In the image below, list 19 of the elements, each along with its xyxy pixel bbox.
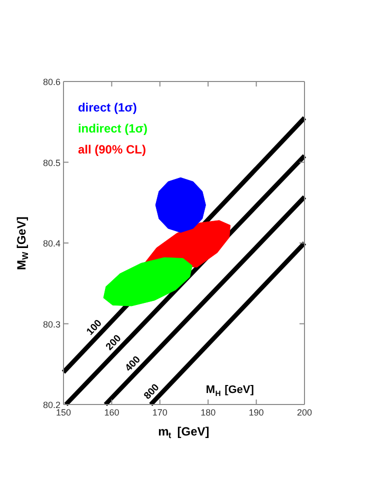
y-tick-label: 80.6 (42, 77, 61, 87)
x-tick-label: 150 (56, 408, 72, 418)
y-tick-label: 80.4 (42, 238, 61, 248)
y-tick-label: 80.5 (42, 158, 61, 168)
x-tick-label: 190 (248, 408, 264, 418)
annotation: 100 (84, 318, 105, 338)
y-axis-title: MW [GeV] (14, 216, 30, 270)
annotation: 400 (123, 354, 144, 374)
x-tick-label: 200 (296, 408, 312, 418)
text: all (90% CL) (78, 142, 146, 156)
x-tick-label: 170 (152, 408, 168, 418)
y-tick-label: 80.2 (42, 400, 61, 410)
text: direct (1σ) (78, 100, 137, 114)
x-tick-label: 180 (200, 408, 216, 418)
y-tick-label: 80.3 (42, 319, 61, 330)
annotation: 200 (104, 332, 124, 353)
text: indirect (1σ) (78, 121, 148, 136)
annotation: 800 (142, 382, 162, 402)
x-tick-label: 160 (104, 408, 120, 418)
